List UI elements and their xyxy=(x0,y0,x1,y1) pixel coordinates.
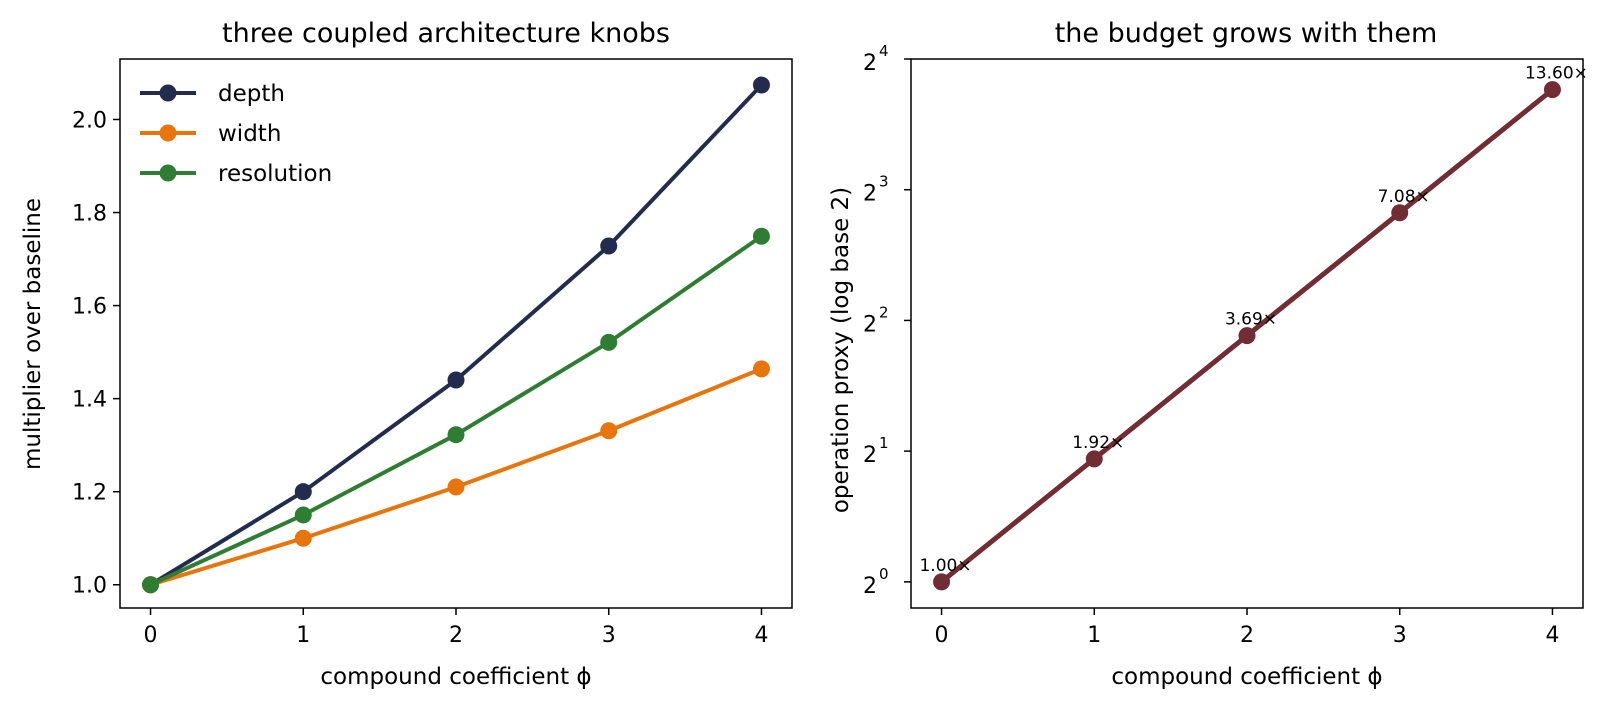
budget-annotation: 1.00× xyxy=(919,556,971,576)
chart-left-legend: depth width resolution xyxy=(140,81,332,187)
chart-left: three coupled architecture knobs 0 1 2 3 4 1.… xyxy=(20,18,793,690)
budget-annotation: 3.69× xyxy=(1225,310,1277,330)
chart-right-xtick-label: 3 xyxy=(1393,623,1407,648)
chart-right-title: the budget grows with them xyxy=(1055,18,1438,49)
chart-right-ytick-exponent: 2 xyxy=(879,303,889,321)
chart-right-ylabel: operation proxy (log base 2) xyxy=(828,187,854,513)
chart-right-ytick-exponent: 4 xyxy=(879,42,889,60)
data-point-resolution xyxy=(600,333,618,351)
budget-annotation: 13.60× xyxy=(1525,64,1588,84)
chart-left-xtick-label: 2 xyxy=(449,623,463,648)
chart-left-xtick-label: 1 xyxy=(296,623,310,648)
data-point-depth xyxy=(294,483,312,501)
chart-left-xlabel: compound coefficient ϕ xyxy=(320,664,591,690)
series-line-resolution xyxy=(149,234,763,587)
data-point-budget xyxy=(1238,327,1256,345)
chart-right-xtick-label: 0 xyxy=(935,623,949,648)
chart-left-ytick-label: 1.0 xyxy=(72,574,107,599)
data-point-width xyxy=(447,478,465,496)
budget-annotation: 7.08× xyxy=(1378,187,1430,207)
chart-right-ytick-exponent: 0 xyxy=(879,565,889,583)
chart-left-ytick-label: 1.4 xyxy=(72,388,107,413)
legend-marker-width xyxy=(159,124,177,142)
chart-right-ytick-label: 2 xyxy=(863,182,877,207)
data-point-budget xyxy=(1543,81,1561,99)
chart-left-ylabel: multiplier over baseline xyxy=(20,198,46,470)
chart-right-xlabel: compound coefficient ϕ xyxy=(1111,664,1382,690)
data-point-budget xyxy=(1085,450,1103,468)
chart-left-xtick-label: 0 xyxy=(144,623,158,648)
chart-right-xtick-label: 2 xyxy=(1240,623,1254,648)
data-point-budget xyxy=(933,573,951,591)
chart-left-xtick-label: 4 xyxy=(754,623,768,648)
chart-right-xtick-label: 4 xyxy=(1545,623,1559,648)
data-point-resolution xyxy=(294,506,312,524)
data-point-budget xyxy=(1391,204,1409,222)
legend-marker-depth xyxy=(159,84,177,102)
data-point-width xyxy=(600,422,618,440)
data-point-width xyxy=(294,529,312,547)
chart-left-ytick-label: 1.8 xyxy=(72,202,107,227)
chart-left-xtick-label: 3 xyxy=(602,623,616,648)
series-line-width xyxy=(149,367,763,587)
data-point-resolution xyxy=(752,227,770,245)
legend-marker-resolution xyxy=(159,164,177,182)
data-point-resolution xyxy=(447,426,465,444)
chart-right-ytick-exponent: 3 xyxy=(879,173,889,191)
chart-right-ytick-label: 2 xyxy=(863,574,877,599)
series-line-depth xyxy=(149,83,763,587)
data-point-depth xyxy=(600,237,618,255)
data-point-depth xyxy=(447,371,465,389)
chart-right: the budget grows with them 0 1 2 3 42 02 12 22 3… xyxy=(828,18,1588,690)
chart-right-ytick-label: 2 xyxy=(863,312,877,337)
legend-label-width: width xyxy=(218,121,281,147)
chart-left-ytick-label: 1.6 xyxy=(72,295,107,320)
chart-right-xtick-label: 1 xyxy=(1087,623,1101,648)
budget-annotation: 1.92× xyxy=(1072,433,1124,453)
chart-left-title: three coupled architecture knobs xyxy=(222,18,670,49)
chart-left-ytick-label: 2.0 xyxy=(72,108,107,133)
data-point-resolution xyxy=(142,576,160,594)
data-point-depth xyxy=(752,76,770,94)
chart-left-ytick-label: 1.2 xyxy=(72,481,107,506)
legend-label-resolution: resolution xyxy=(218,161,332,187)
chart-right-ytick-label: 2 xyxy=(863,51,877,76)
legend-label-depth: depth xyxy=(218,81,285,107)
chart-right-ytick-exponent: 1 xyxy=(879,434,889,452)
chart-right-ytick-label: 2 xyxy=(863,443,877,468)
data-point-width xyxy=(752,360,770,378)
